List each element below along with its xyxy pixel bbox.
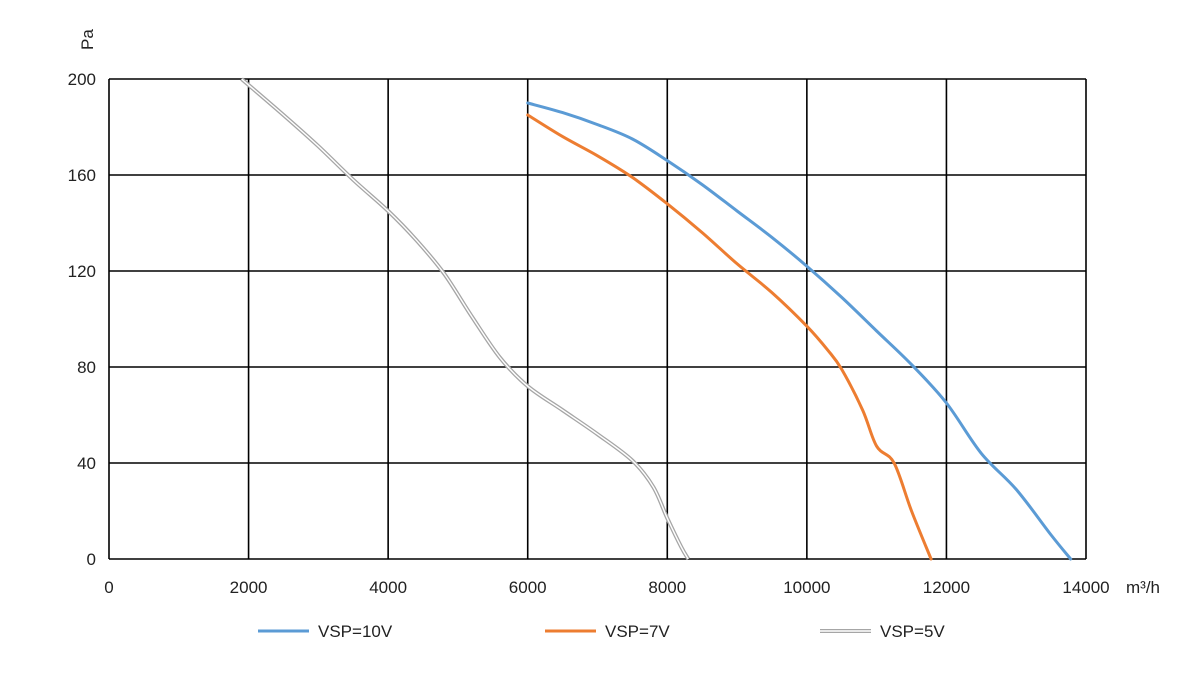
y-tick-label: 0 bbox=[87, 550, 96, 569]
x-tick-label: 12000 bbox=[923, 578, 970, 597]
series-line-core-vsp-5v bbox=[241, 78, 689, 560]
x-tick-label: 0 bbox=[104, 578, 113, 597]
x-tick-label: 10000 bbox=[783, 578, 830, 597]
legend-label-vsp-5v: VSP=5V bbox=[880, 622, 945, 641]
x-tick-label: 14000 bbox=[1062, 578, 1109, 597]
x-tick-label: 4000 bbox=[369, 578, 407, 597]
series-line-vsp-5v bbox=[240, 77, 690, 561]
series-line-vsp-10v bbox=[526, 101, 1073, 561]
y-tick-label: 200 bbox=[68, 70, 96, 89]
series-lines bbox=[240, 77, 1073, 561]
series-line-vsp-7v bbox=[526, 113, 933, 561]
x-axis-label: m³/h bbox=[1126, 578, 1160, 597]
y-tick-label: 40 bbox=[77, 454, 96, 473]
x-tick-label: 2000 bbox=[230, 578, 268, 597]
grid bbox=[108, 78, 1087, 560]
x-tick-label: 6000 bbox=[509, 578, 547, 597]
legend-label-vsp-10v: VSP=10V bbox=[318, 622, 393, 641]
y-tick-label: 120 bbox=[68, 262, 96, 281]
y-axis-label: Pa bbox=[78, 29, 97, 50]
legend: VSP=10V VSP=7V VSP=5V bbox=[258, 622, 945, 641]
x-tick-label: 8000 bbox=[648, 578, 686, 597]
y-tick-label: 80 bbox=[77, 358, 96, 377]
y-tick-label: 160 bbox=[68, 166, 96, 185]
legend-label-vsp-7v: VSP=7V bbox=[605, 622, 670, 641]
